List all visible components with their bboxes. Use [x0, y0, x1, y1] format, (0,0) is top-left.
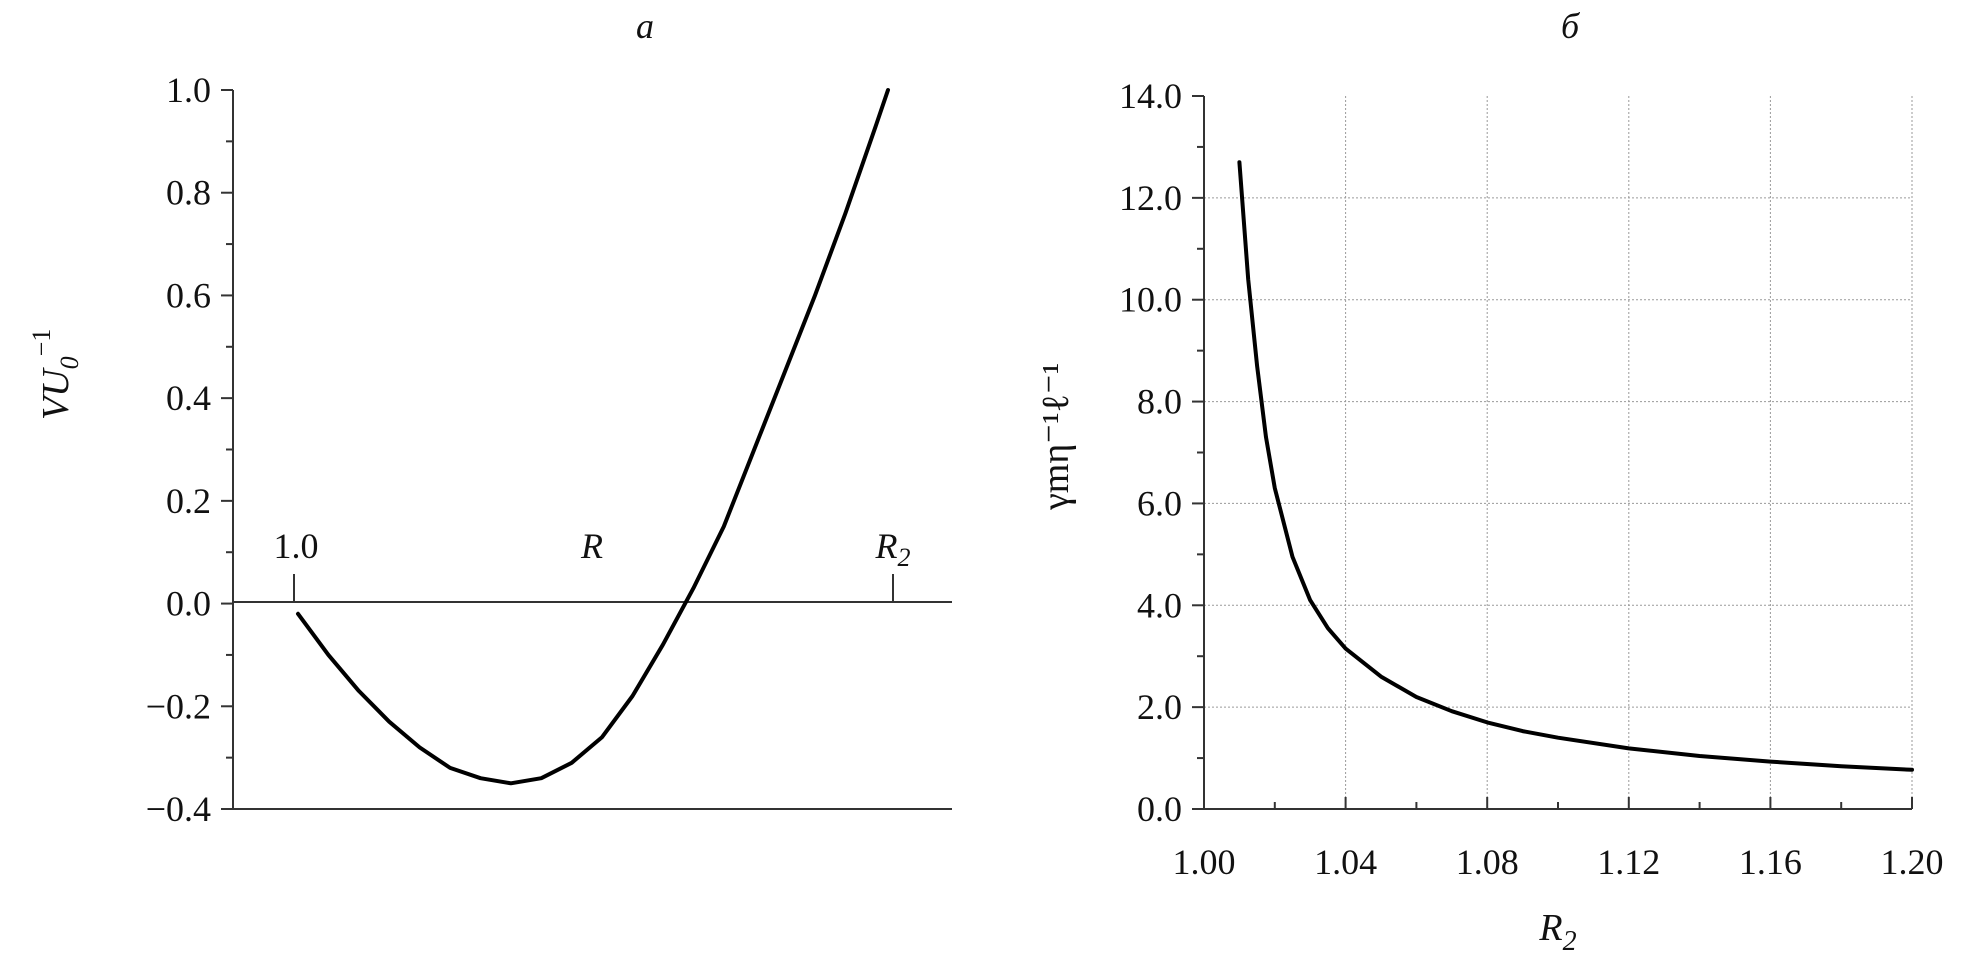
panel-a-y-tick-label: 0.8	[166, 173, 211, 213]
panel-b-x-ticks: 1.00 1.04 1.08 1.12 1.16 1.20	[1173, 797, 1944, 882]
panel-a-y-ticks: 1.0 0.8 0.6 0.4 0.2 0.0 −0.2 −0.4	[146, 70, 233, 829]
panel-a-y-label-sup: −1	[27, 329, 56, 357]
panel-b-x-label-main: R	[1538, 907, 1562, 949]
panel-a-y-axis-label: VU0−1	[27, 329, 84, 420]
panel-b-x-label-sub: 2	[1563, 926, 1577, 957]
panel-b-y-tick-label: 4.0	[1137, 585, 1182, 625]
panel-b-y-tick-label: 2.0	[1137, 687, 1182, 727]
panel-a-chart: а VU0−1 1.0 0.8 0.6 0.4 0.2 0.0 −0.2 −0.4 1.0 R…	[27, 6, 952, 829]
panel-b-y-tick-label: 14.0	[1119, 76, 1182, 116]
panel-b-x-tick-label: 1.04	[1314, 842, 1377, 882]
panel-a-y-tick-label: 0.6	[166, 275, 211, 315]
panel-a-r2-label: R2	[875, 526, 911, 572]
panel-a-label: а	[636, 6, 654, 46]
panel-b-x-tick-label: 1.16	[1739, 842, 1802, 882]
panel-b-y-tick-label: 12.0	[1119, 178, 1182, 218]
panel-a-r2-main: R	[875, 526, 898, 566]
panel-b-y-axis-label: γmη⁻¹ℓ⁻¹	[1035, 363, 1077, 511]
panel-a-y-tick-label: 0.2	[166, 481, 211, 521]
panel-b-x-tick-label: 1.08	[1456, 842, 1519, 882]
panel-b-y-tick-label: 0.0	[1137, 789, 1182, 829]
panel-a-series-line	[296, 88, 890, 786]
panel-a-y-label-main: VU	[35, 367, 77, 420]
panel-a-r2-sub: 2	[898, 543, 911, 572]
panel-a-y-tick-label: −0.2	[146, 686, 211, 726]
panel-b-y-tick-label: 6.0	[1137, 483, 1182, 523]
panel-b-x-axis-label: R2	[1538, 907, 1576, 957]
panel-b-x-tick-label: 1.20	[1881, 842, 1944, 882]
panel-b-x-tick-label: 1.00	[1173, 842, 1236, 882]
panel-b-grid	[1204, 96, 1913, 809]
panel-b-label: б	[1561, 6, 1581, 46]
panel-b-series-line	[1237, 160, 1914, 772]
panel-a-y-tick-label: 0.4	[166, 378, 211, 418]
panel-b-y-ticks: 14.0 12.0 10.0 8.0 6.0 4.0 2.0 0.0	[1119, 76, 1204, 829]
panel-b-x-tick-label: 1.12	[1597, 842, 1660, 882]
panel-a-y-tick-label: −0.4	[146, 789, 211, 829]
panel-a-y-tick-label: 1.0	[166, 70, 211, 110]
panel-a-y-tick-label: 0.0	[166, 584, 211, 624]
panel-b-y-tick-label: 8.0	[1137, 382, 1182, 422]
panel-a-r-label: R	[580, 526, 603, 566]
panel-a-y-label-sub: 0	[55, 356, 84, 369]
panel-b-y-tick-label: 10.0	[1119, 280, 1182, 320]
panel-b-chart: б 14.012.010.08.06.04.02.00.0 1.00 1.04 1.…	[1035, 6, 1944, 957]
panel-a-r-start-label: 1.0	[274, 526, 319, 566]
